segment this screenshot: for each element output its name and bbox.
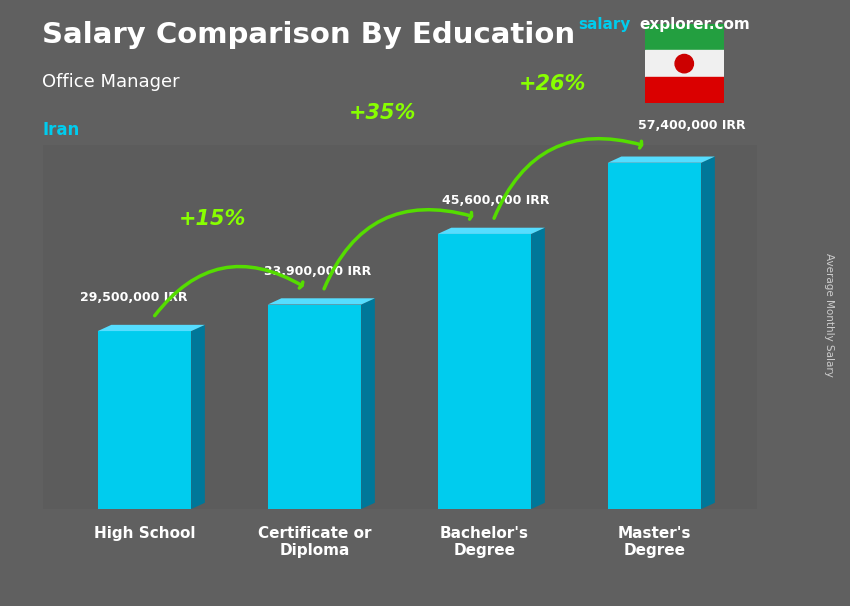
Bar	[645, 77, 723, 103]
Circle shape	[675, 55, 694, 73]
Polygon shape	[608, 163, 701, 509]
Text: 29,500,000 IRR: 29,500,000 IRR	[80, 291, 187, 304]
Text: 33,900,000 IRR: 33,900,000 IRR	[264, 264, 371, 278]
Text: Average Monthly Salary: Average Monthly Salary	[824, 253, 834, 377]
Polygon shape	[531, 228, 545, 509]
Text: +26%: +26%	[518, 74, 586, 94]
Polygon shape	[268, 305, 361, 509]
Text: +15%: +15%	[178, 208, 246, 228]
Polygon shape	[98, 331, 191, 509]
Text: 45,600,000 IRR: 45,600,000 IRR	[442, 194, 549, 207]
Bar	[645, 24, 723, 50]
Text: Salary Comparison By Education: Salary Comparison By Education	[42, 21, 575, 49]
Text: 57,400,000 IRR: 57,400,000 IRR	[638, 119, 745, 132]
Text: explorer.com: explorer.com	[639, 17, 750, 32]
Polygon shape	[191, 325, 205, 509]
Text: Iran: Iran	[42, 121, 80, 139]
Bar	[645, 50, 723, 77]
Polygon shape	[98, 325, 205, 331]
Polygon shape	[268, 298, 375, 305]
Polygon shape	[701, 156, 715, 509]
Text: salary: salary	[578, 17, 631, 32]
Text: +35%: +35%	[348, 104, 416, 124]
Polygon shape	[438, 234, 531, 509]
Polygon shape	[608, 156, 715, 163]
Polygon shape	[438, 228, 545, 234]
Polygon shape	[361, 298, 375, 509]
Text: Office Manager: Office Manager	[42, 73, 180, 91]
